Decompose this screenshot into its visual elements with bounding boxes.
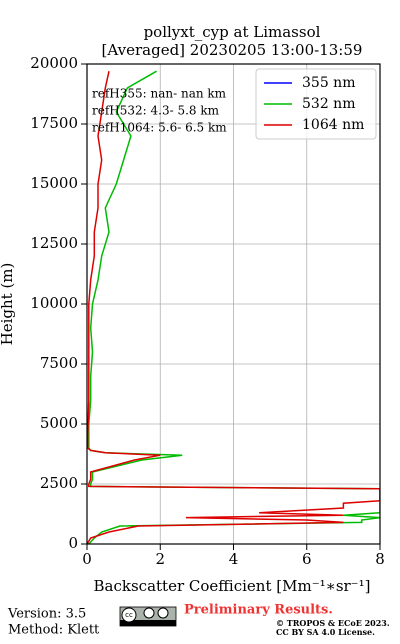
method: Method: Klett (8, 623, 100, 638)
y-tick-label: 0 (68, 534, 78, 552)
x-axis-label: Backscatter Coefficient [Mm⁻¹∗sr⁻¹] (94, 577, 371, 595)
legend-label: 532 nm (302, 96, 355, 112)
profile-line (87, 71, 380, 544)
cc-logo: cc (119, 606, 177, 627)
y-tick-label: 17500 (30, 114, 78, 132)
copyright: © TROPOS & ECoE 2023. (276, 618, 390, 628)
x-tick-label: 8 (375, 550, 385, 568)
x-tick-label: 4 (229, 550, 239, 568)
y-tick-label: 10000 (30, 294, 78, 312)
license: CC BY SA 4.0 License. (276, 627, 375, 637)
legend-label: 1064 nm (302, 117, 364, 133)
x-tick-label: 0 (82, 550, 92, 568)
y-tick-label: 15000 (30, 174, 78, 192)
y-tick-label: 2500 (40, 474, 78, 492)
annotation: refH355: nan- nan km (92, 87, 227, 101)
y-tick-label: 12500 (30, 234, 78, 252)
legend-label: 355 nm (302, 75, 355, 91)
legend-box (255, 68, 377, 140)
y-tick-label: 7500 (40, 354, 78, 372)
y-tick-label: 20000 (30, 54, 78, 72)
annotation: refH532: 4.3- 5.8 km (92, 104, 220, 118)
y-tick-label: 5000 (40, 414, 78, 432)
notice: Preliminary Results. (184, 603, 333, 618)
profile-line (88, 70, 380, 544)
chart-title: pollyxt_cyp at Limassol (144, 23, 321, 41)
x-tick-label: 2 (155, 550, 165, 568)
svg-text:cc: cc (125, 611, 133, 619)
x-tick-label: 6 (302, 550, 312, 568)
plot-frame (86, 63, 381, 545)
version: Version: 3.5 (7, 607, 86, 622)
chart-subtitle: [Averaged] 20230205 13:00-13:59 (102, 41, 363, 59)
y-axis-label: Height (m) (0, 263, 16, 346)
annotation: refH1064: 5.6- 6.5 km (92, 121, 227, 135)
